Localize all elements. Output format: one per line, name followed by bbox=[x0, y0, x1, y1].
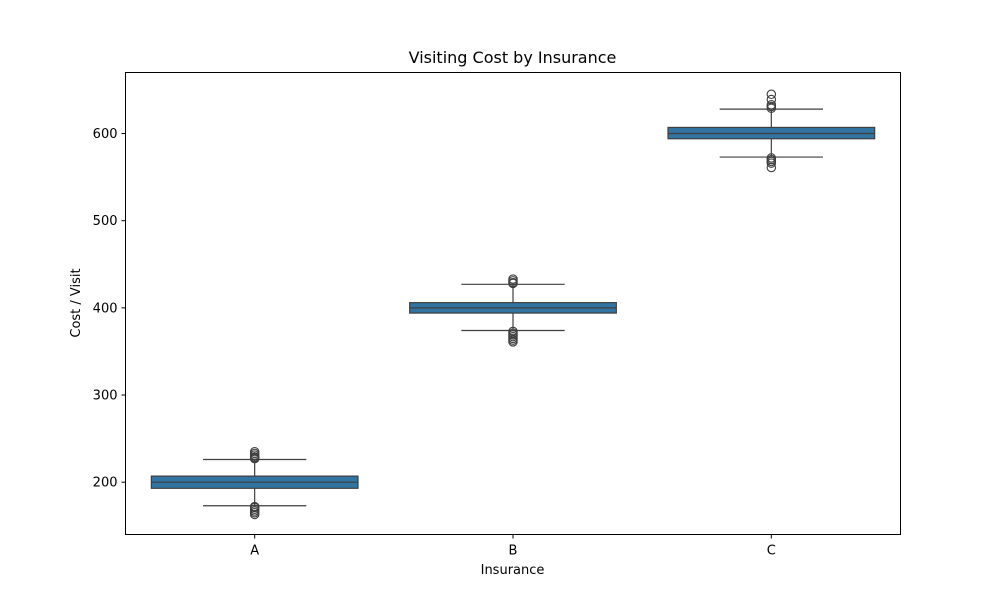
x-tick-label: A bbox=[250, 544, 259, 559]
y-tick-label: 400 bbox=[93, 301, 118, 316]
y-axis-label: Cost / Visit bbox=[69, 268, 84, 337]
outlier-point bbox=[508, 326, 518, 337]
x-tick-label: B bbox=[509, 544, 518, 559]
outlier-point bbox=[249, 501, 260, 512]
outlier-point bbox=[766, 94, 777, 105]
y-tick-label: 600 bbox=[93, 127, 118, 142]
y-tick-label: 500 bbox=[93, 214, 118, 229]
outlier-point bbox=[766, 100, 777, 110]
y-tick-label: 300 bbox=[93, 389, 118, 404]
x-axis-label: Insurance bbox=[481, 563, 545, 578]
outlier-point bbox=[766, 162, 777, 173]
y-tick-label: 200 bbox=[93, 476, 118, 491]
outlier-point bbox=[508, 274, 518, 284]
box-group-c bbox=[667, 89, 876, 173]
chart-title: Visiting Cost by Insurance bbox=[409, 48, 617, 67]
outlier-point bbox=[766, 153, 777, 163]
x-tick-label: C bbox=[767, 544, 776, 559]
box-group-b bbox=[409, 274, 617, 347]
outlier-point bbox=[249, 446, 260, 457]
box-group-a bbox=[150, 446, 359, 520]
outlier-point bbox=[766, 89, 777, 100]
plot-area bbox=[150, 89, 876, 520]
